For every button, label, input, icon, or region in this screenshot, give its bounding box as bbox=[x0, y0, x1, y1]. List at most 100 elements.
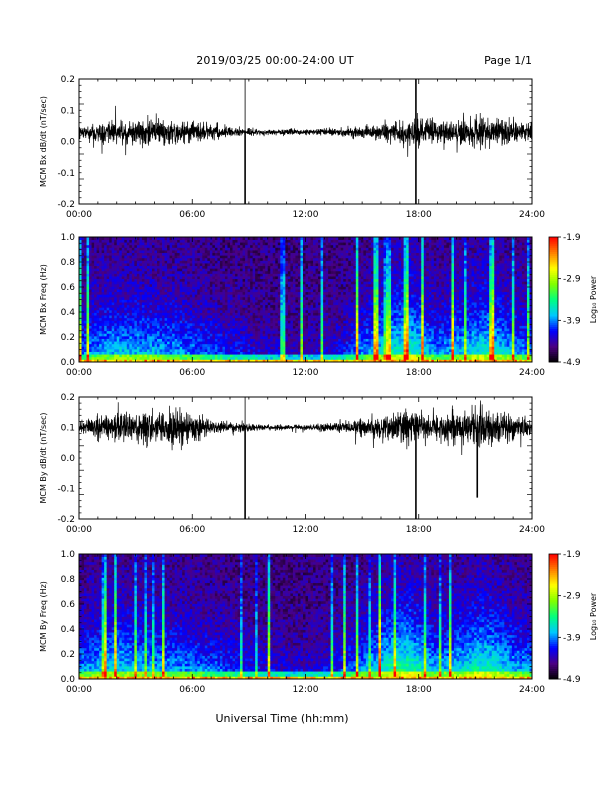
spectrogram-cell bbox=[253, 266, 256, 269]
spectrogram-cell bbox=[300, 245, 303, 248]
spectrogram-cell bbox=[109, 245, 112, 248]
spectrogram-cell bbox=[129, 333, 132, 336]
spectrogram-cell bbox=[104, 253, 107, 256]
spectrogram-cell bbox=[245, 333, 248, 336]
spectrogram-cell bbox=[94, 313, 97, 316]
spectrogram-cell bbox=[165, 271, 168, 274]
spectrogram-cell bbox=[250, 336, 253, 339]
spectrogram-cell bbox=[263, 255, 266, 258]
spectrogram-cell bbox=[285, 242, 288, 245]
spectrogram-cell bbox=[220, 260, 223, 263]
spectrogram-cell bbox=[235, 281, 238, 284]
spectrogram-cell bbox=[263, 346, 266, 349]
spectrogram-cell bbox=[323, 320, 326, 323]
spectrogram-cell bbox=[298, 305, 301, 308]
spectrogram-cell bbox=[155, 258, 158, 261]
spectrogram-cell bbox=[129, 294, 132, 297]
spectrogram-cell bbox=[210, 328, 213, 331]
spectrogram-cell bbox=[265, 253, 268, 256]
spectrogram-cell bbox=[313, 284, 316, 287]
spectrogram-cell bbox=[112, 328, 115, 331]
spectrogram-cell bbox=[160, 300, 163, 303]
spectrogram-cell bbox=[255, 300, 258, 303]
spectrogram-cell bbox=[89, 276, 92, 279]
spectrogram-cell bbox=[321, 354, 324, 357]
spectrogram-cell bbox=[129, 344, 132, 347]
spectrogram-cell bbox=[200, 279, 203, 282]
spectrogram-cell bbox=[326, 333, 329, 336]
spectrogram-cell bbox=[278, 247, 281, 250]
spectrogram-cell bbox=[187, 354, 190, 357]
spectrogram-cell bbox=[293, 315, 296, 318]
spectrogram-cell bbox=[197, 302, 200, 305]
spectrogram-cell bbox=[238, 268, 241, 271]
spectrogram-cell bbox=[197, 339, 200, 342]
spectrogram-cell bbox=[185, 255, 188, 258]
spectrogram-cell bbox=[124, 315, 127, 318]
spectrogram-cell bbox=[165, 279, 168, 282]
spectrogram-cell bbox=[152, 247, 155, 250]
spectrogram-cell bbox=[283, 300, 286, 303]
spectrogram-cell bbox=[268, 284, 271, 287]
spectrogram-cell bbox=[278, 302, 281, 305]
spectrogram-cell bbox=[177, 302, 180, 305]
spectrogram-cell bbox=[129, 313, 132, 316]
spectrogram-cell bbox=[190, 289, 193, 292]
spectrogram-cell bbox=[127, 354, 130, 357]
spectrogram-cell bbox=[318, 341, 321, 344]
spectrogram-cell bbox=[175, 292, 178, 295]
spectrogram-cell bbox=[270, 292, 273, 295]
spectrogram-cell bbox=[99, 326, 102, 329]
spectrogram-cell bbox=[84, 302, 87, 305]
spectrogram-cell bbox=[109, 310, 112, 313]
spectrogram-cell bbox=[243, 271, 246, 274]
spectrogram-cell bbox=[295, 323, 298, 326]
spectrogram-cell bbox=[160, 294, 163, 297]
spectrogram-cell bbox=[84, 242, 87, 245]
spectrogram-cell bbox=[300, 300, 303, 303]
spectrogram-cell bbox=[197, 307, 200, 310]
spectrogram-cell bbox=[313, 271, 316, 274]
spectrogram-cell bbox=[142, 310, 145, 313]
spectrogram-cell bbox=[235, 292, 238, 295]
spectrogram-cell bbox=[298, 240, 301, 243]
spectrogram-cell bbox=[298, 313, 301, 316]
spectrogram-cell bbox=[321, 253, 324, 256]
spectrogram-cell bbox=[187, 323, 190, 326]
spectrogram-cell bbox=[185, 258, 188, 261]
spectrogram-cell bbox=[285, 333, 288, 336]
spectrogram-cell bbox=[94, 286, 97, 289]
spectrogram-cell bbox=[134, 258, 137, 261]
spectrogram-cell bbox=[162, 266, 165, 269]
spectrogram-cell bbox=[212, 323, 215, 326]
spectrogram-cell bbox=[311, 240, 314, 243]
spectrogram-cell bbox=[250, 323, 253, 326]
spectrogram-cell bbox=[316, 341, 319, 344]
spectrogram-cell bbox=[313, 328, 316, 331]
spectrogram-cell bbox=[258, 240, 261, 243]
spectrogram-cell bbox=[295, 305, 298, 308]
spectrogram-cell bbox=[172, 250, 175, 253]
spectrogram-cell bbox=[187, 305, 190, 308]
spectrogram-cell bbox=[311, 331, 314, 334]
spectrogram-cell bbox=[109, 354, 112, 357]
spectrogram-cell bbox=[167, 258, 170, 261]
spectrogram-cell bbox=[253, 349, 256, 352]
spectrogram-cell bbox=[248, 331, 251, 334]
spectrogram-cell bbox=[321, 273, 324, 276]
spectrogram-cell bbox=[238, 318, 241, 321]
spectrogram-cell bbox=[152, 326, 155, 329]
spectrogram-cell bbox=[132, 344, 135, 347]
spectrogram-cell bbox=[321, 271, 324, 274]
spectrogram-cell bbox=[313, 273, 316, 276]
spectrogram-cell bbox=[321, 302, 324, 305]
spectrogram-cell bbox=[283, 354, 286, 357]
spectrogram-cell bbox=[97, 354, 100, 357]
spectrogram-cell bbox=[240, 326, 243, 329]
spectrogram-cell bbox=[268, 242, 271, 245]
spectrogram-cell bbox=[167, 276, 170, 279]
spectrogram-cell bbox=[175, 281, 178, 284]
spectrogram-cell bbox=[306, 253, 309, 256]
spectrogram-cell bbox=[155, 284, 158, 287]
spectrogram-cell bbox=[117, 263, 120, 266]
